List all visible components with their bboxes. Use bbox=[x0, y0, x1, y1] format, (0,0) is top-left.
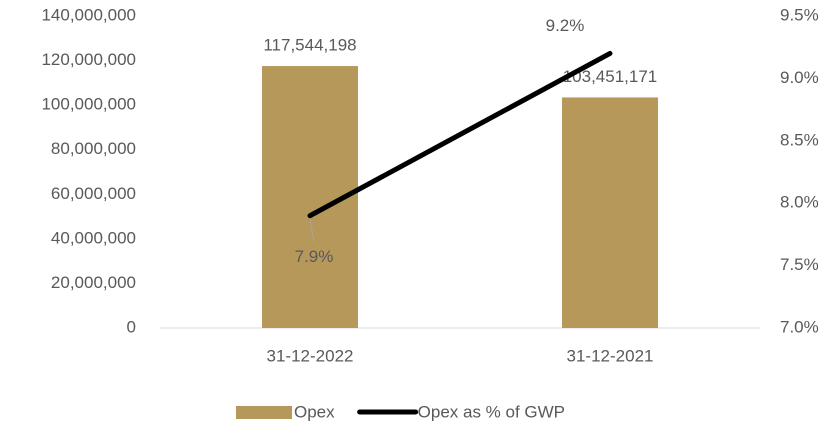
y2-tick-label: 8.0% bbox=[780, 193, 819, 212]
y2-tick-label: 7.5% bbox=[780, 255, 819, 274]
line bbox=[307, 50, 613, 219]
data-label: 117,544,198 bbox=[263, 36, 356, 55]
x-tick-label: 31-12-2021 bbox=[567, 346, 654, 365]
y-tick-label: 120,000,000 bbox=[41, 50, 136, 69]
y-tick-label: 20,000,000 bbox=[51, 273, 136, 292]
y2-tick-label: 7.0% bbox=[780, 317, 819, 336]
y-tick-label: 40,000,000 bbox=[51, 228, 136, 247]
leader-line bbox=[309, 219, 315, 242]
legend-label: Opex bbox=[294, 402, 335, 421]
legend-label: Opex as % of GWP bbox=[418, 402, 565, 421]
y2-tick-label: 9.0% bbox=[780, 68, 819, 87]
y-tick-label: 140,000,000 bbox=[41, 5, 136, 24]
data-label: 103,451,171 bbox=[563, 67, 658, 86]
data-label: 9.2% bbox=[546, 16, 585, 35]
y-tick-label: 0 bbox=[127, 317, 136, 336]
legend-swatch bbox=[236, 406, 292, 419]
y-tick-label: 60,000,000 bbox=[51, 184, 136, 203]
bar bbox=[562, 97, 658, 328]
y-tick-label: 100,000,000 bbox=[41, 95, 136, 114]
x-tick-label: 31-12-2022 bbox=[267, 346, 354, 365]
y-tick-label: 80,000,000 bbox=[51, 139, 136, 158]
y2-tick-label: 8.5% bbox=[780, 130, 819, 149]
data-label: 7.9% bbox=[295, 247, 334, 266]
y2-tick-label: 9.5% bbox=[780, 5, 819, 24]
